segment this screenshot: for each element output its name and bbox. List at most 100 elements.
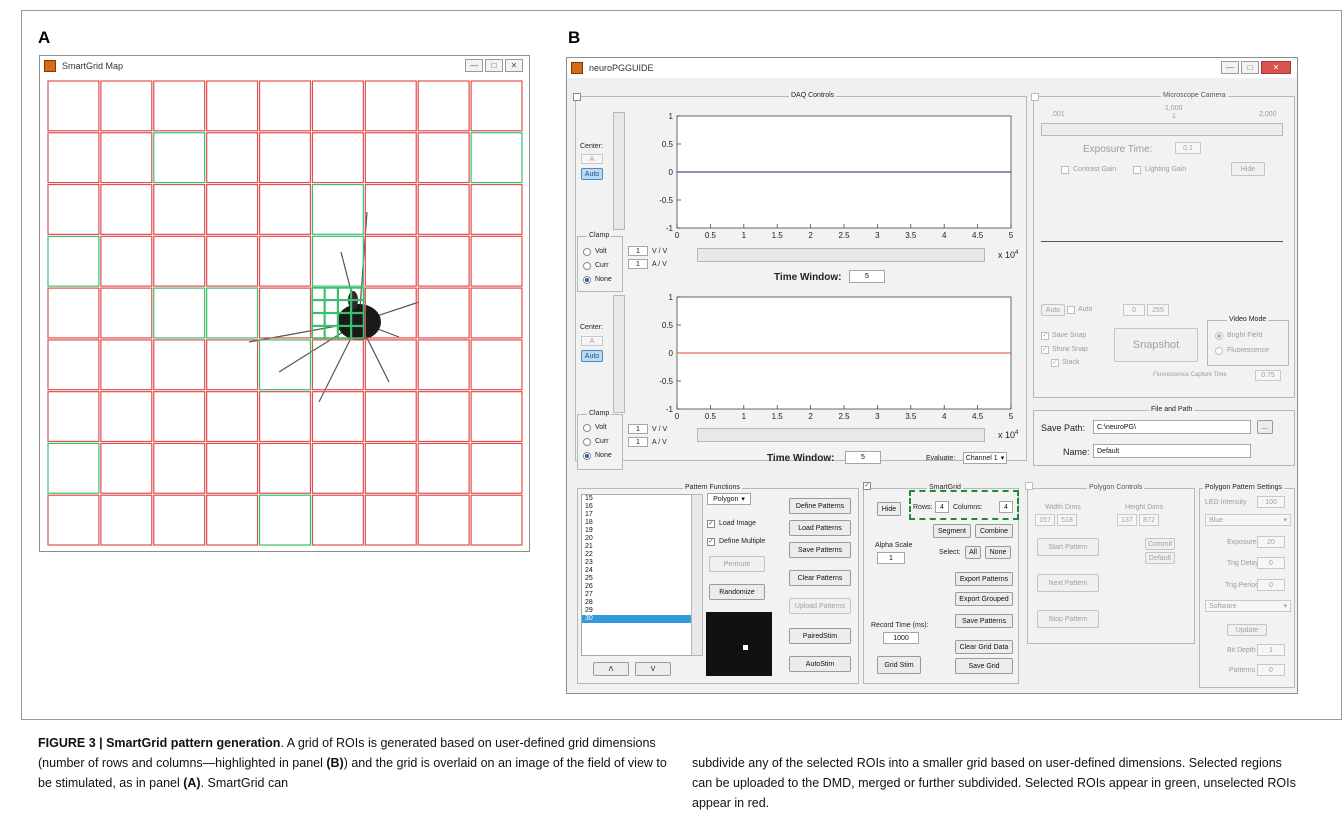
grid-stim-button[interactable]: Grid Stim <box>877 656 921 674</box>
camera-toggle-checkbox[interactable] <box>1031 93 1039 101</box>
pattern-list-item[interactable]: 24 <box>585 567 593 574</box>
patterns-count-field[interactable]: 0 <box>1257 664 1285 676</box>
grid-cell-unselected[interactable] <box>206 494 259 546</box>
export-patterns-button[interactable]: Export Patterns <box>955 572 1013 586</box>
export-grouped-button[interactable]: Export Grouped <box>955 592 1013 606</box>
grid-cell-unselected[interactable] <box>47 80 100 132</box>
channel2-center-field[interactable]: A <box>581 336 603 346</box>
grid-cell-unselected[interactable] <box>153 80 206 132</box>
grid-cell-unselected[interactable] <box>206 339 259 391</box>
save-snap-checkbox[interactable]: ✓ <box>1041 332 1049 340</box>
permute-button[interactable]: Permute <box>709 556 765 572</box>
grid-cell-unselected[interactable] <box>258 80 312 132</box>
grid-cell-unselected[interactable] <box>258 442 312 494</box>
lighting-gain-checkbox[interactable] <box>1133 166 1141 174</box>
camera-auto-checkbox[interactable] <box>1067 306 1075 314</box>
grid-cell-unselected[interactable] <box>364 80 417 132</box>
grid-cell-unselected[interactable] <box>153 183 206 235</box>
grid-cell-unselected[interactable] <box>47 183 100 235</box>
grid-cell-unselected[interactable] <box>470 235 523 287</box>
commit-button[interactable]: Commit <box>1145 538 1175 550</box>
pattern-list-item[interactable]: 15 <box>585 495 593 502</box>
randomize-button[interactable]: Randomize <box>709 584 765 600</box>
grid-cell-unselected[interactable] <box>470 183 523 235</box>
grid-cell-unselected[interactable] <box>153 442 206 494</box>
grid-cell-selected[interactable] <box>311 183 364 235</box>
pattern-list-item[interactable]: 16 <box>585 503 593 510</box>
pattern-list-item[interactable]: 28 <box>585 599 593 606</box>
channel1-auto-button[interactable]: Auto <box>581 168 603 180</box>
grid-cell-unselected[interactable] <box>100 339 153 391</box>
grid-cell-unselected[interactable] <box>311 339 364 391</box>
channel1-volt-radio[interactable] <box>583 248 591 256</box>
channel2-center-slider[interactable] <box>613 295 625 413</box>
sub-grid-cell[interactable] <box>324 287 338 301</box>
polygon-exposure-field[interactable]: 20 <box>1257 536 1285 548</box>
grid-cell-unselected[interactable] <box>153 339 206 391</box>
grid-cell-unselected[interactable] <box>100 132 153 184</box>
grid-cell-unselected[interactable] <box>364 132 417 184</box>
grid-cell-unselected[interactable] <box>364 442 417 494</box>
grid-cell-unselected[interactable] <box>417 494 470 546</box>
fluorescence-capture-field[interactable]: 0.75 <box>1255 370 1281 381</box>
record-time-field[interactable]: 1000 <box>883 632 919 644</box>
grid-cell-selected[interactable] <box>258 494 312 546</box>
maximize-button[interactable]: □ <box>1241 61 1259 74</box>
channel2-time-window-field[interactable]: 5 <box>845 451 881 464</box>
smartgrid-toggle-checkbox[interactable]: ✓ <box>863 482 871 490</box>
list-down-button[interactable]: V <box>635 662 671 676</box>
camera-auto-button[interactable]: Auto <box>1041 304 1065 316</box>
upload-patterns-button[interactable]: Upload Patterns <box>789 598 851 614</box>
sub-grid-cell[interactable] <box>337 287 352 301</box>
led-intensity-field[interactable]: 100 <box>1257 496 1285 508</box>
grid-cell-selected[interactable] <box>258 339 312 391</box>
pattern-list[interactable]: 15 16 17 18 19 20 21 22 23 24 25 26 27 28 29 30 <box>581 494 703 656</box>
channel1-center-slider[interactable] <box>613 112 625 230</box>
exposure-slider[interactable] <box>1041 123 1283 136</box>
pattern-list-item[interactable]: 30 <box>582 615 702 623</box>
pattern-list-item[interactable]: 19 <box>585 527 593 534</box>
grid-cell-unselected[interactable] <box>47 132 100 184</box>
bright-field-radio[interactable] <box>1215 332 1223 340</box>
pattern-list-item[interactable]: 20 <box>585 535 593 542</box>
channel1-time-window-field[interactable]: 5 <box>849 270 885 283</box>
sub-grid-cell[interactable] <box>337 325 352 339</box>
pattern-list-item[interactable]: 22 <box>585 551 593 558</box>
minimize-button[interactable]: — <box>465 59 483 72</box>
grid-cell-unselected[interactable] <box>417 80 470 132</box>
grid-cell-unselected[interactable] <box>417 287 470 339</box>
grid-cell-unselected[interactable] <box>100 442 153 494</box>
fluorescence-radio[interactable] <box>1215 347 1223 355</box>
grid-cell-unselected[interactable] <box>311 494 364 546</box>
maximize-button[interactable]: □ <box>485 59 503 72</box>
select-none-button[interactable]: None <box>985 546 1011 559</box>
grid-cell-selected[interactable] <box>206 287 259 339</box>
channel1-curr-gain[interactable]: 1 <box>628 259 648 269</box>
start-pattern-button[interactable]: Start Pattern <box>1037 538 1099 556</box>
grid-cell-unselected[interactable] <box>364 494 417 546</box>
grid-cell-unselected[interactable] <box>364 339 417 391</box>
grid-cell-unselected[interactable] <box>47 339 100 391</box>
grid-cell-unselected[interactable] <box>153 391 206 443</box>
grid-cell-unselected[interactable] <box>417 235 470 287</box>
channel1-time-scrollbar[interactable] <box>697 248 985 262</box>
grid-cell-unselected[interactable] <box>364 183 417 235</box>
range-min-field[interactable]: 0 <box>1123 304 1145 316</box>
select-all-button[interactable]: All <box>965 546 981 559</box>
grid-cell-unselected[interactable] <box>100 183 153 235</box>
pattern-list-item[interactable]: 23 <box>585 559 593 566</box>
channel2-auto-button[interactable]: Auto <box>581 350 603 362</box>
auto-stim-button[interactable]: AutoStim <box>789 656 851 672</box>
stop-pattern-button[interactable]: Stop Pattern <box>1037 610 1099 628</box>
sub-grid-cell[interactable] <box>351 325 365 339</box>
grid-cell-unselected[interactable] <box>311 442 364 494</box>
trig-period-field[interactable]: 0 <box>1257 579 1285 591</box>
grid-cell-unselected[interactable] <box>47 287 100 339</box>
channel2-time-scrollbar[interactable] <box>697 428 985 442</box>
channel1-curr-radio[interactable] <box>583 262 591 270</box>
channel2-volt-gain[interactable]: 1 <box>628 424 648 434</box>
channel1-center-field[interactable]: A <box>581 154 603 164</box>
grid-cell-unselected[interactable] <box>206 80 259 132</box>
grid-cell-unselected[interactable] <box>470 494 523 546</box>
snapshot-button[interactable]: Snapshot <box>1114 328 1198 362</box>
